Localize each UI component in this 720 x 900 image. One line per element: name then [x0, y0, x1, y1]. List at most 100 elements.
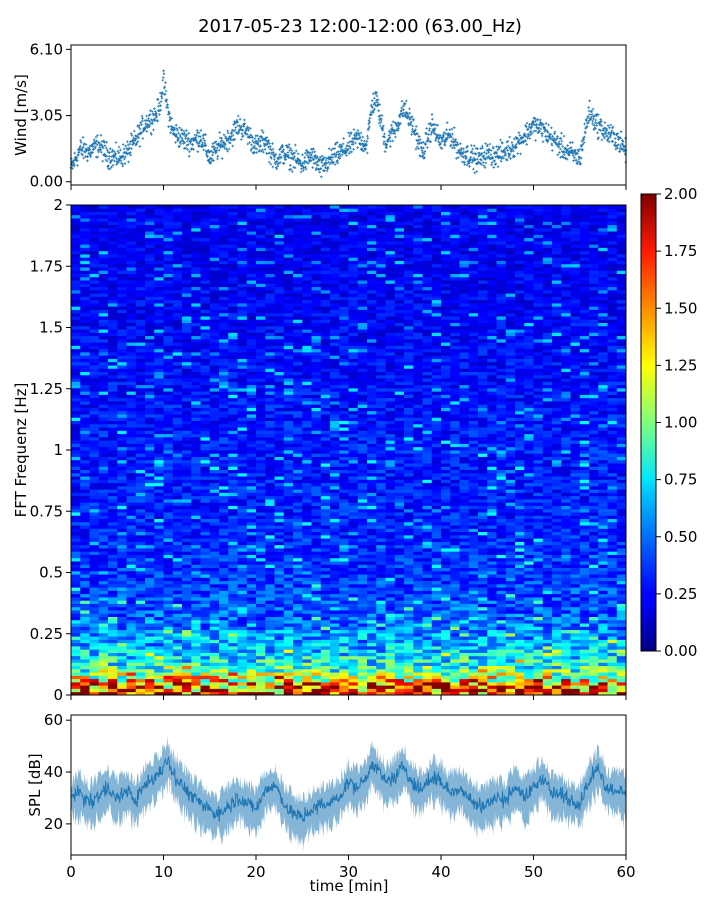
spectrogram-cell [515, 551, 525, 555]
spectrogram-cell [163, 593, 174, 598]
spectrogram-cell [265, 626, 275, 631]
spectrogram-cell [404, 538, 414, 542]
spectrogram-cell [450, 561, 460, 565]
spectrogram-cell [459, 675, 470, 680]
spectrogram-cell [357, 564, 368, 568]
wind-point [431, 117, 434, 121]
spectrogram-cell [431, 570, 442, 575]
spectrogram-cell [246, 570, 257, 575]
spectrogram-cell [505, 597, 516, 601]
spectrogram-cell [616, 548, 627, 552]
spectrogram-cell [237, 590, 248, 595]
spectrogram-cell [607, 672, 618, 676]
wind-point [108, 147, 112, 150]
spectrogram-cell [80, 534, 90, 539]
spectrogram-cell [71, 652, 81, 657]
spectrogram-cell [145, 587, 155, 591]
spectrogram-cell [302, 639, 312, 644]
spectrogram-cell [450, 646, 460, 650]
spectrogram-cell [616, 564, 627, 568]
spectrogram-cell [533, 525, 544, 529]
spectrogram-cell [505, 629, 516, 634]
spectrogram-cell [117, 613, 127, 617]
spectrogram-cell [293, 668, 303, 673]
spectrogram-cell [404, 521, 414, 526]
spectrogram-cell [385, 652, 396, 657]
spectrogram-cell [154, 574, 164, 578]
spectrogram-cell [598, 587, 608, 591]
spectrogram-cell [422, 623, 433, 627]
spectrogram-cell [431, 557, 442, 562]
spectrogram-cell [89, 593, 100, 598]
spectrogram-cell [135, 564, 146, 568]
spectrogram-cell [256, 564, 266, 568]
spectrogram-cell [108, 659, 118, 663]
spectrogram-cell [209, 557, 220, 562]
wind-point [380, 114, 384, 117]
spectrogram-cell [404, 675, 414, 680]
spectrogram-cell [145, 613, 155, 617]
spectrogram-cell [256, 672, 266, 676]
spectrogram-cell [542, 623, 553, 627]
spectrogram-cell [357, 675, 368, 680]
spectrogram-cell [413, 597, 423, 601]
spectrogram-cell [487, 564, 497, 568]
spectrogram-cell [339, 525, 349, 529]
spectrogram-cell [487, 678, 497, 683]
spectrogram-cell [376, 613, 386, 617]
spectrogram-cell [552, 580, 562, 585]
spectrogram-cell [98, 610, 109, 614]
spectrogram-cell [302, 590, 312, 595]
spectrogram-cell [524, 678, 534, 683]
spectrogram-cell [589, 646, 599, 650]
spectrogram-cell [468, 554, 479, 559]
spectrogram-cell [598, 681, 608, 686]
spectrogram-cell [367, 619, 377, 624]
spectrogram-cell [487, 525, 497, 529]
spectrogram-cell [154, 606, 164, 611]
wind-point [85, 149, 88, 152]
wind-point [101, 159, 105, 163]
spectrogram-cell [237, 580, 248, 585]
spectrogram-cell [274, 548, 285, 552]
spectrogram-cell [228, 534, 238, 539]
spectrogram-cell [330, 619, 340, 624]
spectrogram-cell [394, 659, 405, 663]
spectrogram-cell [209, 583, 220, 588]
spectrogram-cell [533, 668, 544, 673]
spectrogram-cell [570, 561, 581, 565]
spectrogram-cell [265, 646, 275, 650]
spectrogram-cell [293, 610, 303, 614]
spectrogram-cell [320, 554, 331, 559]
spectrogram-cell [376, 603, 386, 608]
spectrogram-cell [172, 583, 183, 588]
spectrogram-cell [237, 548, 248, 552]
spectrogram-cell [515, 675, 525, 680]
spectrogram-cell [126, 655, 137, 660]
spectrogram-cell [450, 600, 460, 604]
wind-point [472, 144, 476, 148]
spectrogram-cell [579, 639, 590, 644]
spectrogram-cell [135, 583, 146, 588]
spectrogram-cell [542, 528, 553, 533]
spectrogram-cell [561, 668, 571, 673]
spectrogram-cell [89, 554, 100, 559]
spectrogram-cell [219, 659, 229, 663]
spectrogram-cell [441, 672, 451, 676]
spectrogram-cell [441, 521, 451, 526]
spectrogram-cell [200, 652, 211, 657]
spectrogram-cell [219, 544, 229, 549]
spectrogram-cell [348, 646, 359, 650]
spectrogram-cell [570, 554, 581, 559]
spectrogram-cell [413, 567, 423, 572]
spectrogram-cell [533, 541, 544, 546]
spectrogram-cell [246, 632, 257, 637]
spectrogram-cell [616, 587, 627, 591]
spectrogram-cell [311, 639, 322, 644]
spectrogram-cell [283, 593, 294, 598]
spectrogram-cell [209, 534, 220, 539]
spectrogram-cell [348, 652, 359, 657]
spectrogram-cell [311, 649, 322, 653]
spectrogram-cell [533, 600, 544, 604]
wind-point [352, 128, 356, 131]
